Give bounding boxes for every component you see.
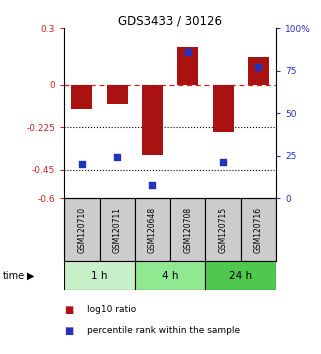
Bar xyxy=(142,85,163,155)
Bar xyxy=(205,261,276,290)
Text: 1 h: 1 h xyxy=(91,271,108,281)
Point xyxy=(221,160,226,165)
Text: log10 ratio: log10 ratio xyxy=(87,305,136,314)
Point xyxy=(256,64,261,70)
Bar xyxy=(205,198,241,261)
Bar xyxy=(64,198,100,261)
Point xyxy=(79,161,84,167)
Bar xyxy=(248,57,269,85)
Bar xyxy=(135,198,170,261)
Text: GSM120716: GSM120716 xyxy=(254,207,263,253)
Text: percentile rank within the sample: percentile rank within the sample xyxy=(87,326,240,336)
Text: 4 h: 4 h xyxy=(162,271,178,281)
Text: 24 h: 24 h xyxy=(229,271,252,281)
Title: GDS3433 / 30126: GDS3433 / 30126 xyxy=(118,14,222,27)
Bar xyxy=(213,85,234,132)
Bar xyxy=(107,85,128,104)
Text: GSM120711: GSM120711 xyxy=(113,207,122,253)
Text: GSM120648: GSM120648 xyxy=(148,207,157,253)
Text: time: time xyxy=(3,271,25,281)
Bar xyxy=(100,198,135,261)
Bar xyxy=(71,85,92,109)
Text: ▶: ▶ xyxy=(27,271,35,281)
Bar xyxy=(177,47,198,85)
Text: ■: ■ xyxy=(64,326,74,336)
Text: GSM120708: GSM120708 xyxy=(183,207,192,253)
Point xyxy=(185,49,190,55)
Text: ■: ■ xyxy=(64,305,74,315)
Bar xyxy=(64,261,135,290)
Bar xyxy=(170,198,205,261)
Bar xyxy=(241,198,276,261)
Point xyxy=(150,182,155,187)
Text: GSM120715: GSM120715 xyxy=(219,207,228,253)
Text: GSM120710: GSM120710 xyxy=(77,207,86,253)
Bar xyxy=(135,261,205,290)
Point xyxy=(115,155,120,160)
